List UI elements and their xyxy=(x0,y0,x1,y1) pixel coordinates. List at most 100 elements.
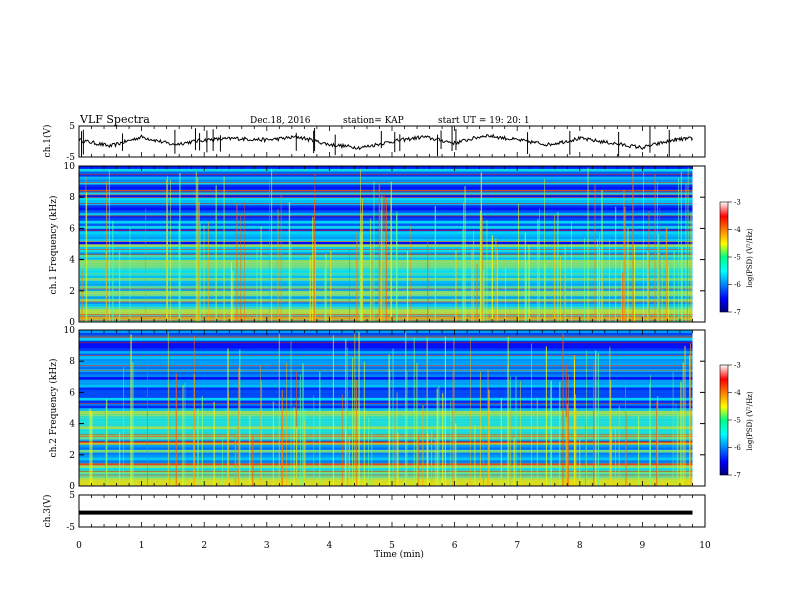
x-tick-label: 6 xyxy=(452,541,458,551)
y-tick-label: 4 xyxy=(69,420,75,430)
spectrogram-band xyxy=(79,257,693,260)
spectrogram-band xyxy=(79,207,693,211)
spectrogram-band xyxy=(79,186,693,190)
x-tick-label: 9 xyxy=(640,541,646,551)
spectrogram-band xyxy=(79,231,693,234)
spectrogram-band xyxy=(79,382,693,385)
time-axis: 0 1 2 3 4 5 6 7 8 9 10 xyxy=(76,541,711,551)
spectrogram-band xyxy=(79,418,693,422)
spectrogram-band xyxy=(79,441,693,445)
ch2-colorbar: log(PSD) (V²/Hz) -3 -4 -5 -6 -7 xyxy=(719,362,754,480)
spectrogram-band xyxy=(79,194,693,198)
y-tick-label: 0 xyxy=(69,482,75,492)
spectrogram-band xyxy=(79,301,693,305)
spectrogram-band xyxy=(79,236,693,240)
spectrogram-band xyxy=(79,467,693,471)
spectrogram-band xyxy=(79,405,693,409)
spectrogram-band xyxy=(79,168,693,172)
spectrogram-band xyxy=(79,238,693,242)
spectrogram-band xyxy=(79,452,693,456)
spectrogram-band xyxy=(79,176,693,180)
spectrogram-band xyxy=(79,288,693,292)
spectrogram-band xyxy=(79,241,693,245)
ch2-colorbar-label: log(PSD) (V²/Hz) xyxy=(746,391,754,450)
spectrogram-band xyxy=(79,428,693,432)
colorbar-tick-label: -5 xyxy=(734,254,741,262)
spectrogram-band xyxy=(79,197,693,201)
spectrogram-band xyxy=(79,306,693,310)
spectrogram-band xyxy=(79,290,693,294)
ch3-voltage-ylabel: ch.3(V) xyxy=(42,495,53,528)
spectrogram-band xyxy=(79,228,693,232)
spectrogram-band xyxy=(79,356,693,359)
station-label: station= KAP xyxy=(343,116,404,126)
spectrogram-band xyxy=(79,449,693,453)
spectrogram-band xyxy=(79,465,693,469)
ch2-colorbar-gradient xyxy=(719,364,729,476)
ch1-spectrogram-panel: 0 2 4 6 8 10 xyxy=(64,162,706,328)
spectrogram-band xyxy=(79,395,693,398)
ch1-colorbar-gradient xyxy=(719,201,729,313)
spectrogram-band xyxy=(79,402,693,406)
ch1-voltage-panel: 5 -5 xyxy=(66,122,706,163)
y-tick-label: 10 xyxy=(64,326,76,336)
spectrogram-band xyxy=(79,408,693,411)
spectrogram-band xyxy=(79,298,693,302)
start-ut-label: start UT = 19: 20: 1 xyxy=(438,116,530,126)
spectrogram-band xyxy=(79,426,693,430)
spectrogram-band xyxy=(79,244,693,247)
y-tick-label: 8 xyxy=(69,357,75,367)
spectrogram-band xyxy=(79,434,693,437)
spectrogram-band xyxy=(79,387,693,391)
spectrogram-band xyxy=(79,379,693,383)
chart-title: VLF Spectra xyxy=(79,113,150,126)
spectrogram-band xyxy=(79,397,693,401)
spectrogram-band xyxy=(79,277,693,281)
spectrogram-band xyxy=(79,389,693,393)
spectrogram-band xyxy=(79,280,693,284)
ch2-spectrogram-panel: 0 2 4 6 8 10 xyxy=(64,326,706,492)
colorbar-tick-label: -4 xyxy=(734,226,741,234)
spectrogram-band xyxy=(79,179,693,182)
spectrogram-band xyxy=(79,303,693,307)
spectrogram-band xyxy=(79,173,693,177)
time-axis-label: Time (min) xyxy=(374,549,424,560)
spectrogram-band xyxy=(79,475,693,479)
spectrogram-band xyxy=(79,410,693,414)
spectrogram-band xyxy=(79,337,693,341)
spectrogram-band xyxy=(79,251,693,255)
spectrogram-band xyxy=(79,348,693,352)
spectrogram-band xyxy=(79,421,693,424)
spectrogram-band xyxy=(79,454,693,458)
y-tick-label: 2 xyxy=(69,451,75,461)
colorbar-tick-label: -7 xyxy=(734,472,741,480)
spectrogram-band xyxy=(79,431,693,435)
spectrogram-band xyxy=(79,470,693,474)
ch1-colorbar-label: log(PSD) (V²/Hz) xyxy=(746,228,754,287)
colorbar-tick-label: -6 xyxy=(734,281,741,289)
spectrogram-band xyxy=(79,225,693,229)
spectrogram-band xyxy=(79,283,693,286)
y-tick-label: 2 xyxy=(69,287,75,297)
spectrogram-band xyxy=(79,415,693,419)
spectrogram-band xyxy=(79,223,693,227)
spectrogram-band xyxy=(79,447,693,450)
spectrogram-band xyxy=(79,275,693,279)
spectrogram-band xyxy=(79,436,693,440)
spectrogram-band xyxy=(79,233,693,237)
colorbar-tick-label: -7 xyxy=(734,309,741,317)
spectrogram-band xyxy=(79,212,693,216)
spectrogram-band xyxy=(79,374,693,378)
spectrogram-band xyxy=(79,345,693,349)
spectrogram-band xyxy=(79,262,693,266)
x-tick-label: 4 xyxy=(327,541,333,551)
spectrogram-band xyxy=(79,353,693,357)
spectrogram-band xyxy=(79,220,693,224)
spectrogram-band xyxy=(79,376,693,380)
y-tick-label: 5 xyxy=(69,122,75,132)
y-tick-label: 5 xyxy=(69,491,75,501)
y-tick-label: -5 xyxy=(66,153,75,163)
x-tick-label: 1 xyxy=(139,541,145,551)
x-tick-label: 5 xyxy=(389,541,395,551)
spectrogram-band xyxy=(79,218,693,221)
